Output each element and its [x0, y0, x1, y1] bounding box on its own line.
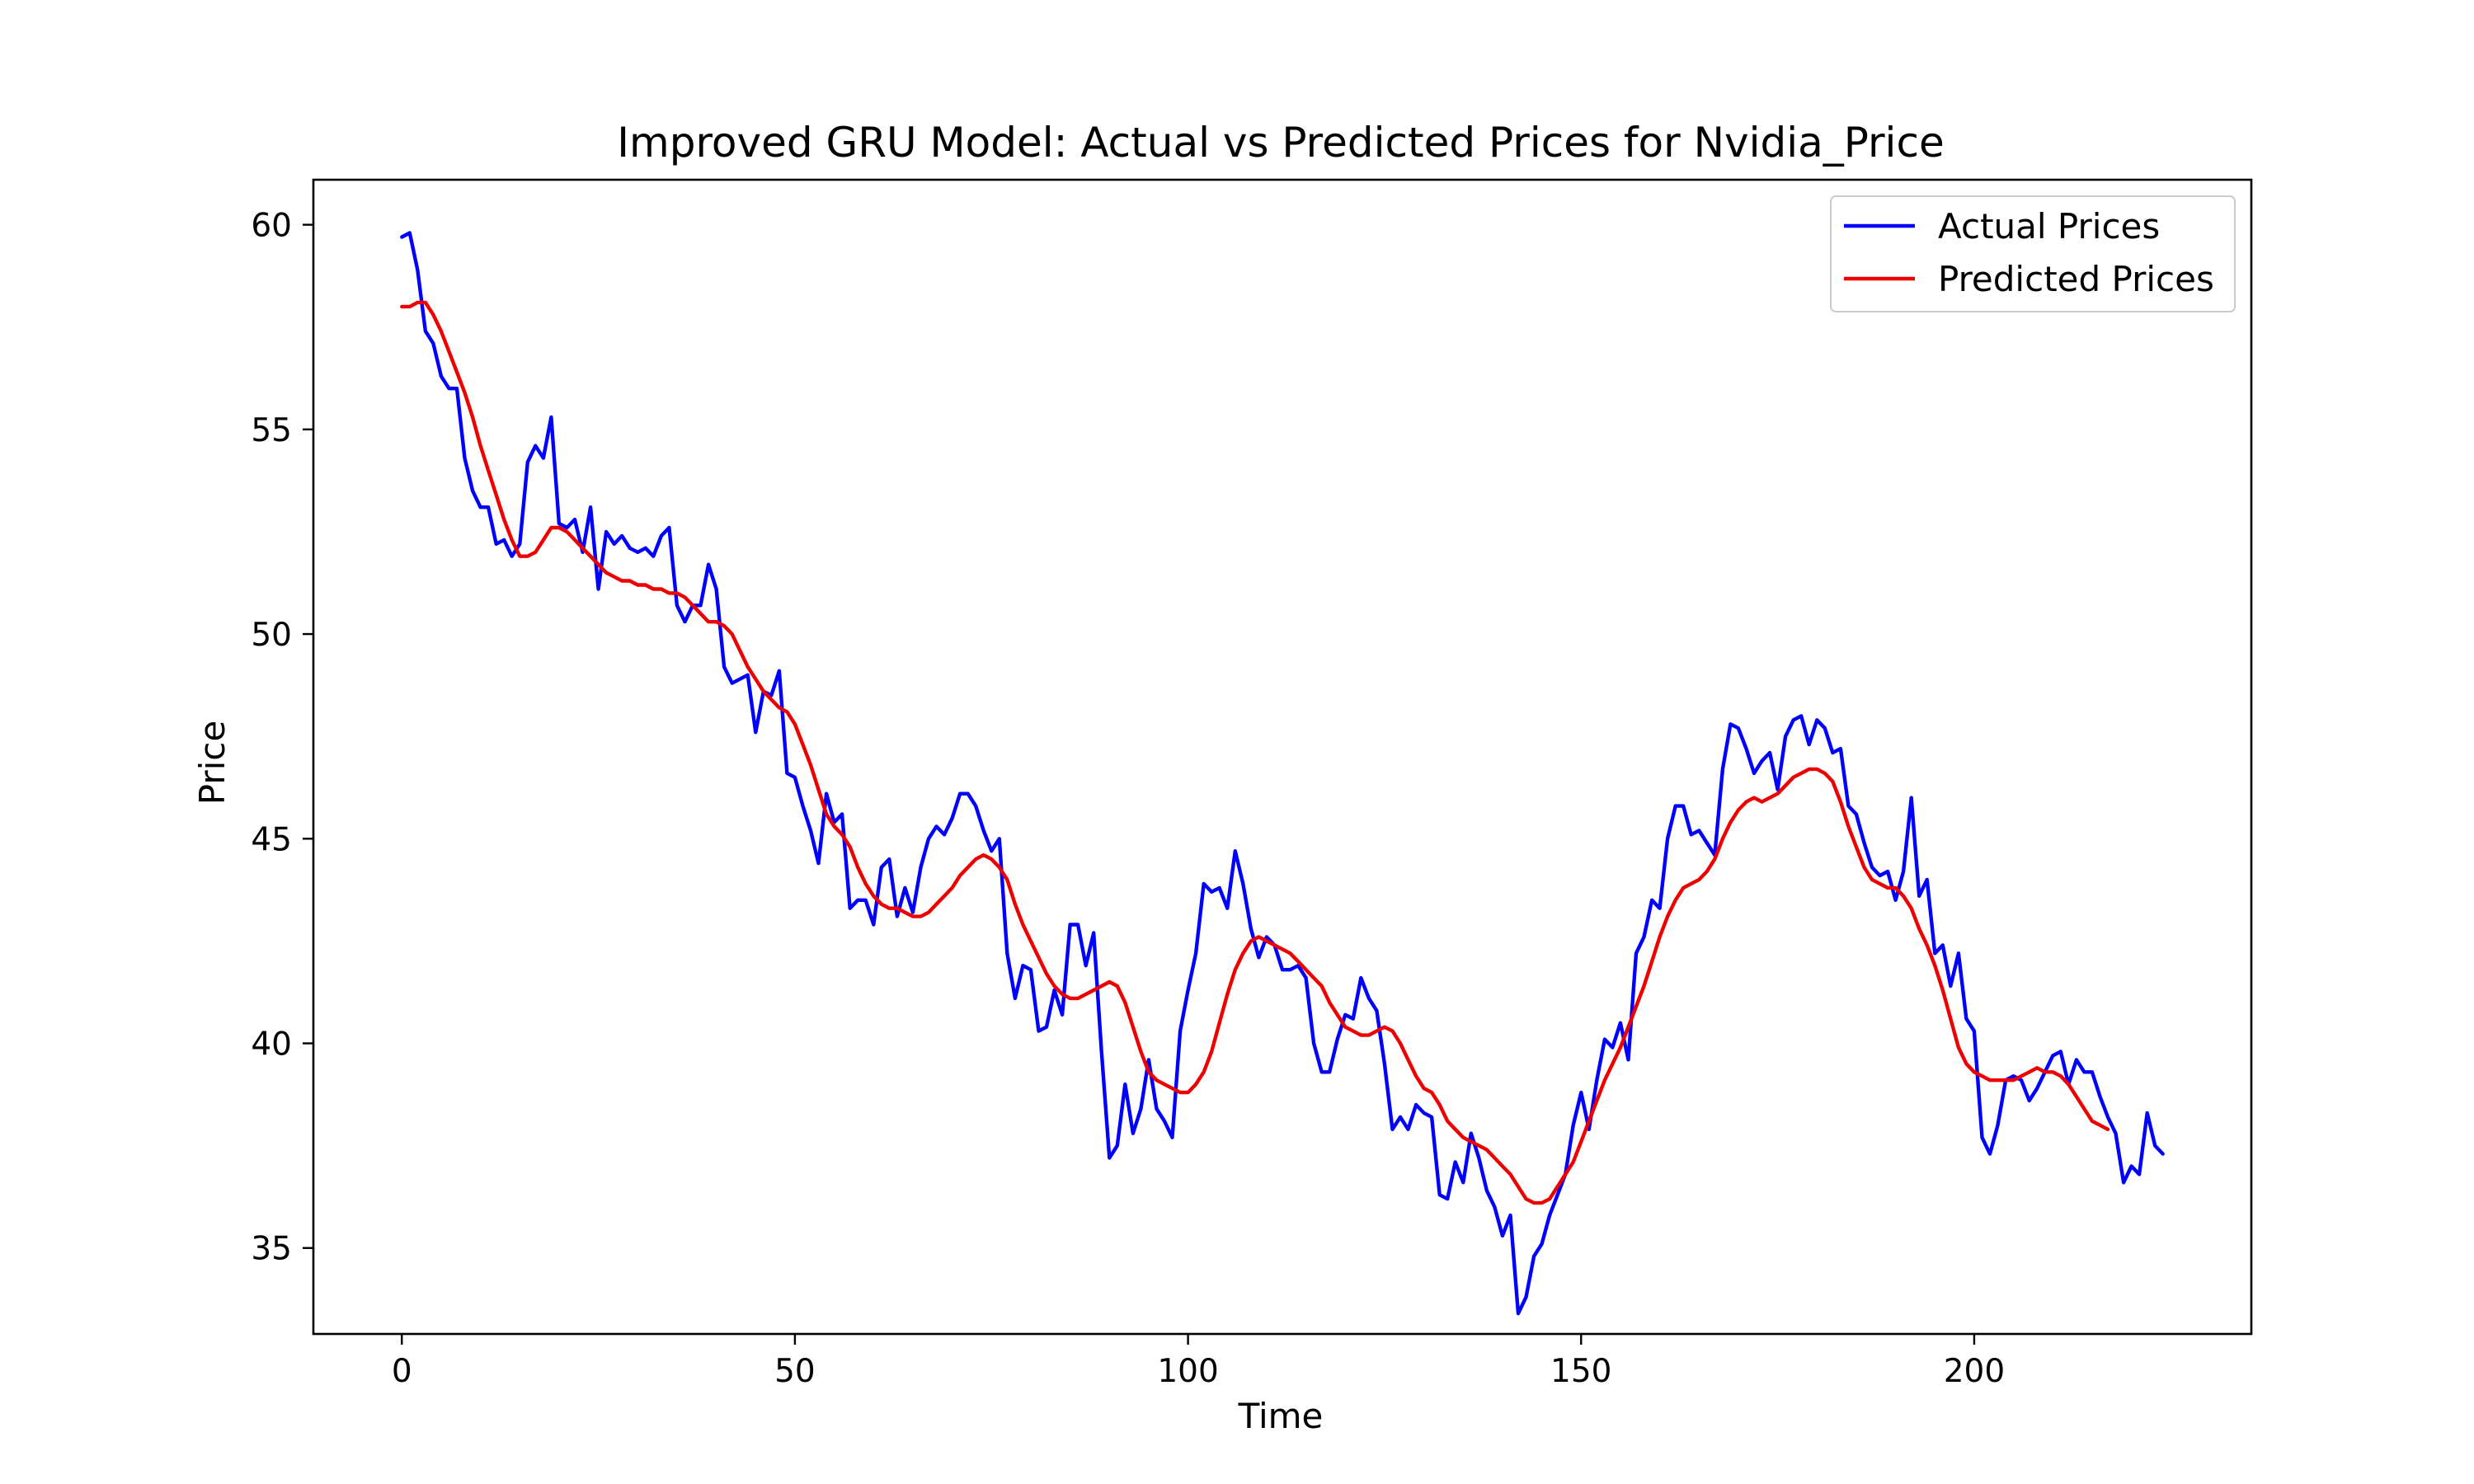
x-tick-label: 100 — [1157, 1353, 1218, 1390]
y-tick-label: 35 — [251, 1231, 292, 1268]
axis-ticks: 0 50 100 150 200 35 40 45 50 55 60 — [251, 208, 2005, 1390]
legend-label: Predicted Prices — [1938, 259, 2214, 299]
y-tick-label: 55 — [251, 412, 292, 449]
series-line-actual — [400, 231, 2165, 1316]
x-tick-label: 0 — [392, 1353, 412, 1390]
chart-title: Improved GRU Model: Actual vs Predicted … — [617, 119, 1944, 167]
legend-box — [1830, 195, 2236, 312]
y-tick-label: 50 — [251, 617, 292, 654]
series-lines — [400, 231, 2165, 1316]
x-tick-label: 50 — [774, 1353, 816, 1390]
legend-label: Actual Prices — [1938, 206, 2160, 247]
legend: Actual Prices Predicted Prices — [1830, 195, 2236, 312]
series-line-predicted — [400, 300, 2110, 1205]
y-tick-label: 40 — [251, 1026, 292, 1064]
y-tick-label: 60 — [251, 208, 292, 245]
x-tick-label: 200 — [1944, 1353, 2005, 1390]
y-axis-label: Price — [192, 721, 233, 805]
x-tick-label: 150 — [1550, 1353, 1611, 1390]
plot-frame — [312, 178, 2253, 1336]
y-tick-label: 45 — [251, 821, 292, 858]
x-axis-label: Time — [1238, 1396, 1324, 1436]
